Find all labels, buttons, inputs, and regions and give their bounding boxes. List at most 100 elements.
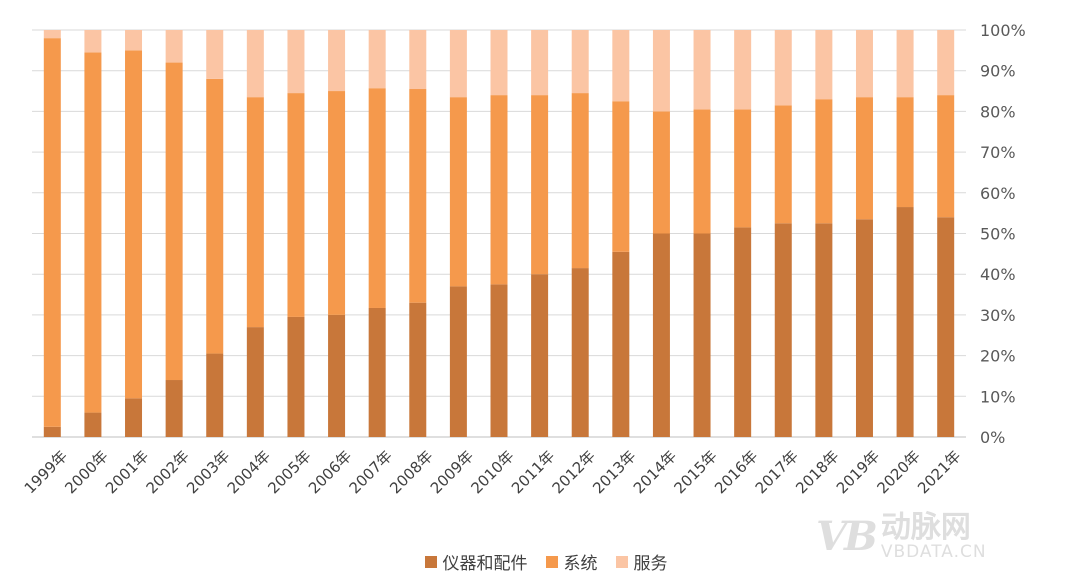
bar-segment-series-1 (246, 97, 264, 328)
x-tick-label: 2019年 (833, 447, 883, 497)
bar-segment-series-0 (531, 274, 549, 437)
bar-segment-series-1 (84, 52, 102, 413)
bar-segment-series-0 (449, 286, 467, 437)
bar-segment-series-0 (125, 398, 143, 437)
bar-segment-series-2 (206, 30, 224, 79)
bar-segment-series-1 (774, 105, 792, 224)
bar-segment-series-0 (855, 219, 873, 437)
bar-segment-series-1 (206, 78, 224, 354)
bar-segment-series-0 (368, 307, 386, 437)
legend-item-services: 服务 (615, 549, 668, 574)
bar-segment-series-1 (43, 38, 61, 427)
bars (43, 30, 955, 437)
bar-segment-series-0 (206, 353, 224, 437)
bar-segment-series-1 (328, 91, 346, 315)
x-tick-label: 2014年 (630, 447, 680, 497)
bar-segment-series-1 (125, 50, 143, 399)
legend: 仪器和配件 系统 服务 (0, 549, 1092, 574)
bar-segment-series-2 (246, 30, 264, 98)
bar-segment-series-0 (165, 380, 183, 437)
bar-segment-series-2 (693, 30, 711, 110)
bar-segment-series-1 (734, 109, 752, 228)
y-tick-label: 90% (980, 62, 1016, 81)
legend-item-systems: 系统 (545, 549, 598, 574)
bar-segment-series-2 (490, 30, 508, 96)
legend-label-instruments: 仪器和配件 (442, 554, 528, 574)
x-tick-label: 2008年 (386, 447, 436, 497)
x-tick-label: 2013年 (589, 447, 639, 497)
bar-segment-series-0 (246, 327, 264, 437)
bar-segment-series-2 (774, 30, 792, 106)
legend-label-services: 服务 (633, 554, 668, 574)
bar-segment-series-1 (815, 99, 833, 224)
x-tick-label: 2007年 (346, 447, 396, 497)
bar-segment-series-2 (531, 30, 549, 96)
bar-segment-series-1 (652, 111, 670, 234)
watermark: VB 动脉网 VBDATA.CN (816, 512, 987, 561)
watermark-text: 动脉网 VBDATA.CN (881, 512, 987, 561)
x-tick-label: 2015年 (670, 447, 720, 497)
bar-segment-series-0 (774, 223, 792, 437)
bar-segment-series-2 (612, 30, 630, 102)
x-tick-label: 2020年 (874, 447, 924, 497)
bar-segment-series-2 (937, 30, 955, 96)
y-axis-ticks: 0% 10% 20% 30% 40% 50% 60% 70% 80% 90% 100% (980, 21, 1026, 447)
legend-label-systems: 系统 (563, 554, 598, 574)
bar-segment-series-1 (287, 93, 305, 317)
x-tick-label: 2021年 (914, 447, 964, 497)
watermark-cn: 动脉网 (880, 510, 971, 545)
x-tick-label: 2002年 (143, 447, 193, 497)
x-tick-label: 2010年 (467, 447, 517, 497)
x-tick-label: 2000年 (61, 447, 111, 497)
bar-segment-series-2 (125, 30, 143, 51)
bar-segment-series-1 (531, 95, 549, 275)
bar-segment-series-2 (571, 30, 589, 94)
bar-segment-series-2 (734, 30, 752, 110)
bar-segment-series-2 (43, 30, 61, 39)
bar-segment-series-2 (165, 30, 183, 63)
bar-segment-series-1 (165, 62, 183, 381)
bar-segment-series-2 (368, 30, 386, 89)
y-tick-label: 40% (980, 265, 1016, 284)
bar-segment-series-1 (855, 97, 873, 220)
bar-segment-series-1 (409, 89, 427, 303)
x-tick-label: 2011年 (508, 447, 558, 497)
x-tick-label: 2003年 (183, 447, 233, 497)
bar-segment-series-2 (328, 30, 346, 92)
bar-segment-series-0 (287, 316, 305, 437)
y-tick-label: 20% (980, 347, 1016, 366)
x-tick-label: 2001年 (102, 447, 152, 497)
x-tick-label: 2017年 (752, 447, 802, 497)
y-tick-label: 10% (980, 387, 1016, 406)
legend-swatch-instruments (424, 555, 437, 568)
x-tick-label: 2016年 (711, 447, 761, 497)
bar-segment-series-2 (652, 30, 670, 112)
y-tick-label: 50% (980, 225, 1016, 244)
bar-segment-series-1 (612, 101, 630, 252)
x-tick-label: 2012年 (549, 447, 599, 497)
bar-segment-series-0 (571, 268, 589, 437)
bar-segment-series-0 (43, 426, 61, 437)
bar-segment-series-0 (84, 412, 102, 437)
x-tick-label: 2018年 (792, 447, 842, 497)
y-tick-label: 60% (980, 184, 1016, 203)
x-tick-label: 1999年 (21, 447, 71, 497)
bar-segment-series-1 (693, 109, 711, 234)
legend-swatch-systems (545, 555, 558, 568)
bar-segment-series-1 (449, 97, 467, 287)
bar-segment-series-1 (490, 95, 508, 285)
bar-segment-series-2 (287, 30, 305, 94)
bar-segment-series-0 (734, 227, 752, 437)
y-tick-label: 70% (980, 143, 1016, 162)
y-tick-label: 100% (980, 21, 1026, 40)
x-tick-label: 2006年 (305, 447, 355, 497)
bar-segment-series-0 (612, 251, 630, 437)
y-tick-label: 80% (980, 102, 1016, 121)
y-tick-label: 0% (980, 428, 1005, 447)
bar-segment-series-0 (896, 207, 914, 437)
bar-segment-series-1 (896, 97, 914, 208)
x-tick-label: 2009年 (427, 447, 477, 497)
bar-segment-series-2 (449, 30, 467, 98)
bar-segment-series-0 (815, 223, 833, 437)
